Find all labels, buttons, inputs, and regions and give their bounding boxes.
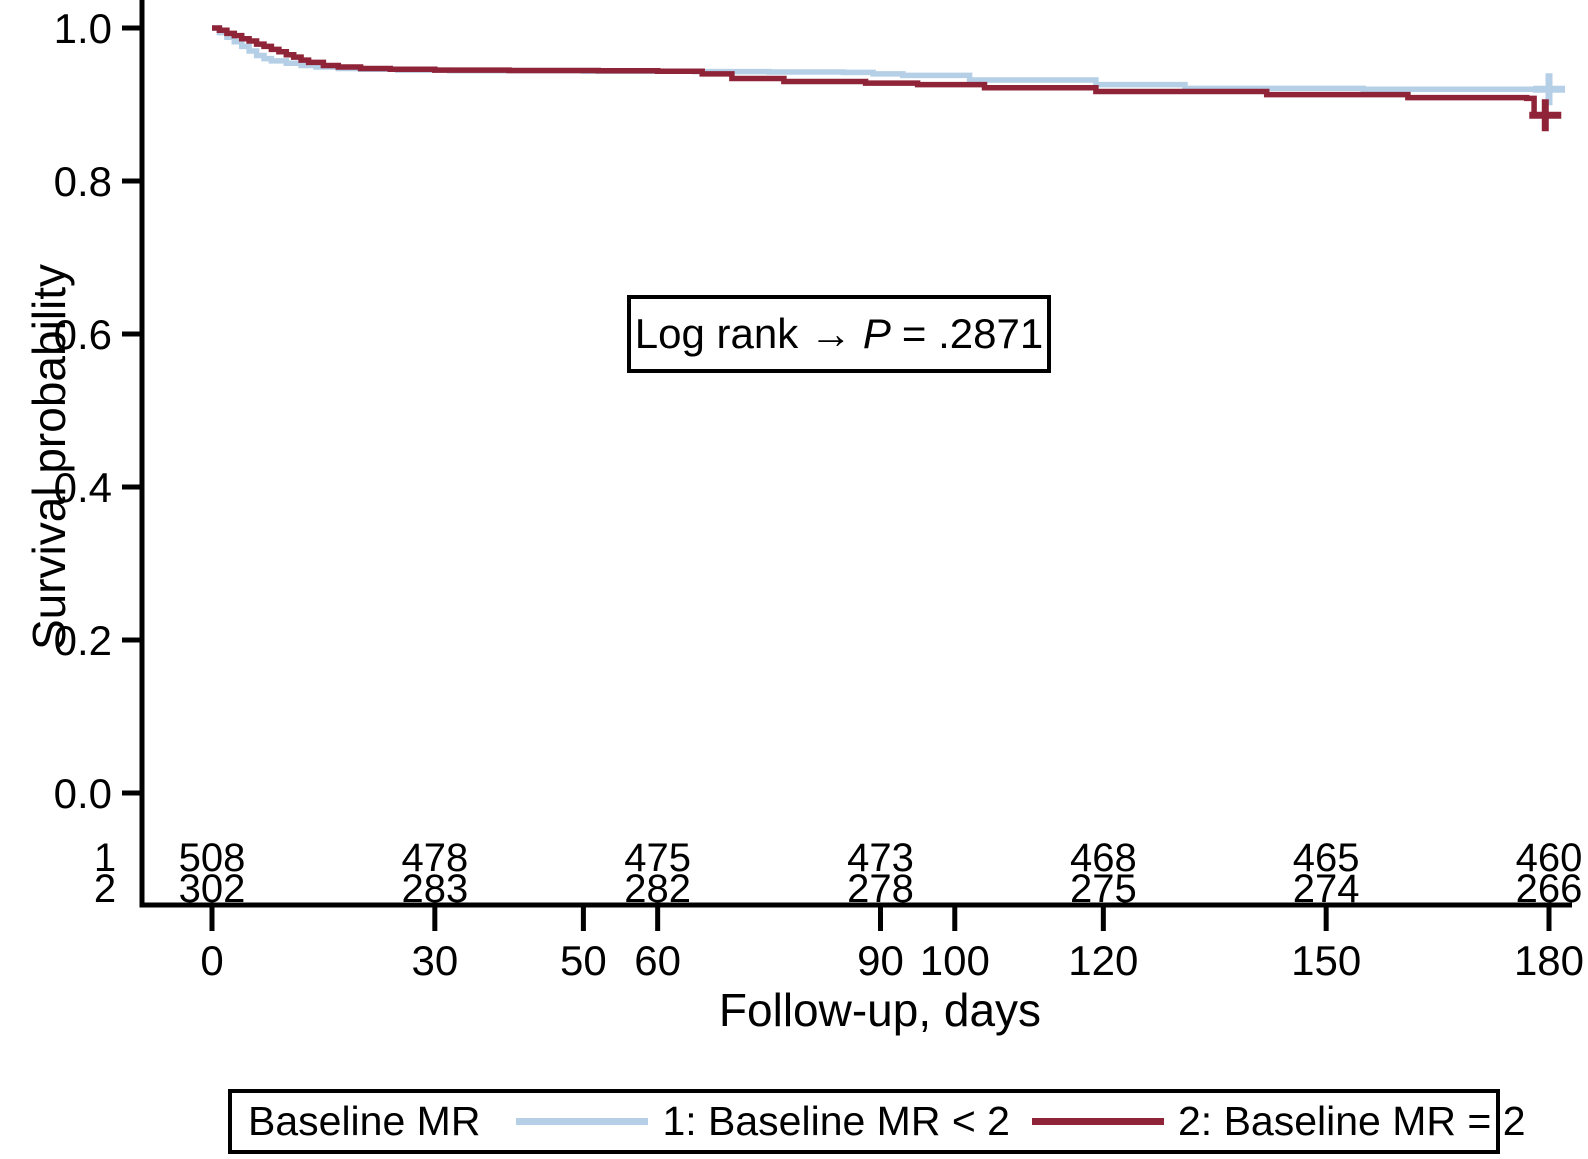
curve-line-group2	[212, 25, 1549, 118]
legend-entry-group1-label: 1: Baseline MR < 2	[662, 1098, 1010, 1144]
legend: Baseline MR 1: Baseline MR < 2 2: Baseli…	[228, 1089, 1526, 1154]
svg-text:0.6: 0.6	[54, 311, 112, 358]
log-rank-annotation: Log rank → P = .2871	[627, 295, 1051, 373]
y-axis-title: Survival probability	[23, 263, 75, 651]
svg-text:1.0: 1.0	[54, 5, 112, 52]
risk-count: 274	[1293, 867, 1360, 911]
risk-count: 473	[847, 836, 914, 880]
svg-text:120: 120	[1068, 937, 1138, 984]
risk-count: 266	[1516, 867, 1583, 911]
legend-entry-group2-label: 2: Baseline MR = 2	[1177, 1098, 1526, 1144]
svg-text:150: 150	[1291, 937, 1361, 984]
axes	[139, 0, 1572, 908]
risk-count: 283	[401, 867, 468, 911]
legend-entry-group2: 2: Baseline MR = 2	[1031, 1098, 1526, 1145]
risk-count: 282	[624, 867, 691, 911]
x-axis-title: Follow-up, days	[718, 984, 1042, 1036]
svg-text:0.2: 0.2	[54, 617, 112, 664]
risk-count: 468	[1070, 836, 1137, 880]
censor-mark-group1	[1533, 73, 1565, 106]
risk-count: 478	[401, 836, 468, 880]
svg-text:0.0: 0.0	[54, 770, 112, 817]
svg-text:100: 100	[920, 937, 990, 984]
group2-line-swatch-icon	[1031, 1118, 1164, 1125]
log-rank-prefix: Log rank →	[634, 310, 852, 357]
risk-count: 475	[624, 836, 691, 880]
svg-text:50: 50	[560, 937, 607, 984]
legend-entry-group1: 1: Baseline MR < 2	[516, 1098, 1010, 1145]
group1-line-swatch-icon	[516, 1118, 649, 1125]
risk-count: 275	[1070, 867, 1137, 911]
svg-text:90: 90	[857, 937, 904, 984]
svg-text:0: 0	[200, 937, 223, 984]
svg-text:0.8: 0.8	[54, 158, 112, 205]
risk-count: 278	[847, 867, 914, 911]
risk-count: 460	[1516, 836, 1583, 880]
svg-text:60: 60	[634, 937, 681, 984]
curve-line-group1	[212, 25, 1549, 92]
svg-text:0.4: 0.4	[54, 464, 112, 511]
x-axis-ticks: 0 30 50 60 90 100 120 150 180	[200, 907, 1584, 984]
log-rank-value: = .2871	[901, 310, 1044, 357]
risk-count: 508	[179, 836, 246, 880]
risk-count: 302	[179, 867, 246, 911]
censor-mark-group2	[1529, 99, 1562, 132]
log-rank-p-symbol: P	[862, 310, 891, 357]
risk-row-label-group1: 1	[94, 836, 116, 880]
y-axis-ticks: 1.0 0.8 0.6 0.4 0.2 0.0	[54, 5, 142, 817]
risk-row-label-group2: 2	[94, 867, 116, 911]
svg-text:30: 30	[411, 937, 458, 984]
svg-text:180: 180	[1514, 937, 1584, 984]
survival-curve-group2	[212, 25, 1562, 132]
risk-count: 465	[1293, 836, 1360, 880]
number-at-risk-table: 1 508 478 475 473 468 465 460 2 302 283 282 278 275 27…	[94, 836, 1583, 911]
legend-title: Baseline MR	[248, 1098, 481, 1144]
